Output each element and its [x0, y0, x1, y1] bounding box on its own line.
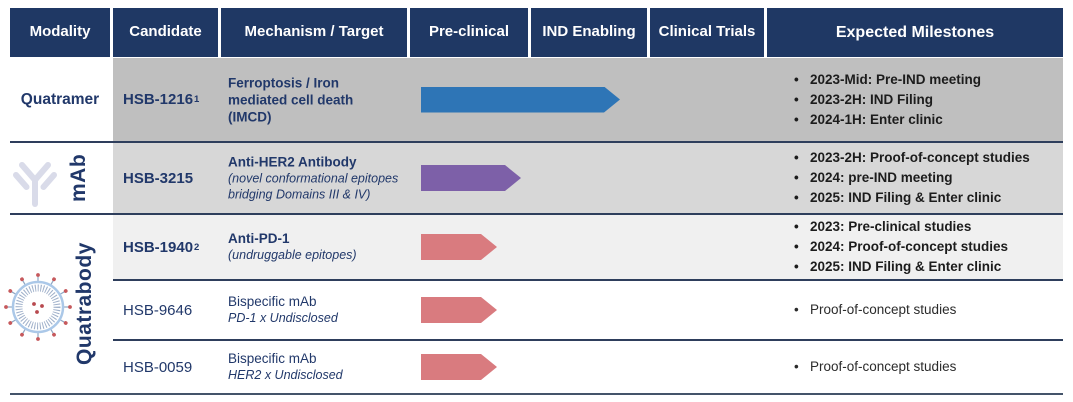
milestone-item: 2023-2H: Proof-of-concept studies — [790, 148, 1065, 168]
candidate-code: HSB-1216 — [123, 91, 194, 108]
header-clinical-trials: Clinical Trials — [650, 8, 764, 57]
header-pre-clinical: Pre-clinical — [410, 8, 528, 57]
candidate-footnote: 2 — [194, 241, 200, 253]
milestones-list: 2023-Mid: Pre-IND meeting 2023-2H: IND F… — [790, 70, 1065, 130]
stage-progress-arrow — [421, 354, 497, 380]
milestone-item: 2025: IND Filing & Enter clinic — [790, 188, 1065, 208]
stage-progress-arrow — [421, 297, 497, 323]
header-expected-milestones: Expected Milestones — [767, 8, 1063, 57]
candidate-code: HSB-9646 — [123, 301, 193, 319]
modality-quatramer-label: Quatramer — [20, 90, 100, 108]
milestone-item: 2023-Mid: Pre-IND meeting — [790, 70, 1065, 90]
quatrabody-icon — [3, 272, 73, 342]
row-divider — [10, 213, 1063, 215]
pipeline-row-hsb-0059: HSB-0059 Bispecific mAb HER2 x Undisclos… — [113, 341, 1063, 393]
mechanism-title: Ferroptosis / Iron mediated cell death (… — [228, 74, 354, 125]
candidate-footnote: 1 — [194, 94, 200, 105]
milestones-list: 2023: Pre-clinical studies 2024: Proof-o… — [790, 217, 1065, 277]
row-divider — [10, 141, 1063, 143]
candidate-code: HSB-3215 — [123, 169, 194, 187]
header-ind-enabling: IND Enabling — [531, 8, 647, 57]
mechanism-title: Anti-HER2 Antibody — [228, 154, 357, 170]
milestone-item: 2023: Pre-clinical studies — [790, 217, 1065, 237]
milestones-list: 2023-2H: Proof-of-concept studies 2024: … — [790, 148, 1065, 208]
mechanism-target: Anti-HER2 Antibody (novel conformational… — [228, 153, 406, 202]
mechanism-subtitle: PD-1 x Undisclosed — [228, 311, 338, 326]
milestone-item: 2024: Proof-of-concept studies — [790, 237, 1065, 257]
mechanism-target: Anti-PD-1 (undruggable epitopes) — [228, 230, 406, 264]
candidate-id: HSB-3215 — [123, 143, 227, 213]
mechanism-title: Anti-PD-1 — [228, 231, 290, 247]
mechanism-subtitle: (undruggable epitopes) — [228, 248, 357, 263]
mechanism-title: Bispecific mAb — [228, 351, 317, 367]
pipeline-row-hsb-9646: HSB-9646 Bispecific mAb PD-1 x Undisclos… — [113, 281, 1063, 339]
milestones-list: Proof-of-concept studies — [790, 357, 1065, 377]
candidate-code: HSB-0059 — [123, 358, 193, 376]
milestone-item: 2025: IND Filing & Enter clinic — [790, 257, 1065, 277]
modality-quatrabody-label: Quatrabody — [73, 242, 96, 366]
mechanism-title: Bispecific mAb — [228, 294, 317, 310]
row-divider — [113, 279, 1063, 281]
milestone-item: 2024-1H: Enter clinic — [790, 110, 1065, 130]
antibody-icon — [13, 162, 57, 207]
candidate-code: HSB-1940 — [123, 238, 194, 256]
mechanism-target: Bispecific mAb HER2 x Undisclosed — [228, 350, 406, 384]
candidate-id: HSB-1940 2 — [123, 215, 227, 279]
header-candidate: Candidate — [113, 8, 218, 57]
candidate-id: HSB-0059 — [123, 341, 227, 393]
candidate-id: HSB-9646 — [123, 281, 227, 339]
header-mechanism-target: Mechanism / Target — [221, 8, 407, 57]
pipeline-row-hsb-3215: HSB-3215 Anti-HER2 Antibody (novel confo… — [113, 143, 1063, 213]
stage-progress-arrow — [421, 87, 620, 113]
table-bottom-border — [10, 393, 1063, 395]
pipeline-row-hsb-1940: HSB-1940 2 Anti-PD-1 (undruggable epitope… — [113, 215, 1063, 279]
candidate-id: HSB-1216 1 — [123, 58, 227, 141]
mechanism-target: Ferroptosis / Iron mediated cell death (… — [228, 74, 370, 125]
mechanism-subtitle: HER2 x Undisclosed — [228, 368, 343, 383]
stage-progress-arrow — [421, 234, 497, 260]
header-modality: Modality — [10, 8, 110, 57]
milestone-item: Proof-of-concept studies — [790, 300, 1065, 320]
mechanism-subtitle: (novel conformational epitopes bridging … — [228, 171, 399, 202]
milestone-item: 2023-2H: IND Filing — [790, 90, 1065, 110]
mechanism-target: Bispecific mAb PD-1 x Undisclosed — [228, 293, 406, 327]
modality-mab-label: mAb — [67, 153, 90, 203]
milestone-item: 2024: pre-IND meeting — [790, 168, 1065, 188]
pipeline-row-hsb-1216: HSB-1216 1 Ferroptosis / Iron mediated ce… — [113, 58, 1063, 141]
milestones-list: Proof-of-concept studies — [790, 300, 1065, 320]
milestone-item: Proof-of-concept studies — [790, 357, 1065, 377]
stage-progress-arrow — [421, 165, 521, 191]
row-divider — [113, 339, 1063, 341]
